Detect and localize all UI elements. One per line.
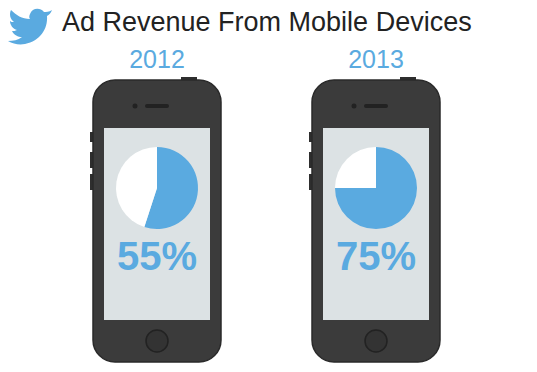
- phone-chart: 2013 75%: [309, 45, 440, 362]
- data-label: 75%: [336, 234, 416, 278]
- data-label: 55%: [117, 234, 197, 278]
- bird-shape: [8, 9, 52, 45]
- phone-speaker: [145, 104, 169, 108]
- phone-body: [93, 80, 221, 362]
- chart-title: 2013: [348, 45, 404, 73]
- phone-camera: [352, 104, 357, 109]
- phone-screen: [104, 128, 210, 320]
- chart-title: 2012: [129, 45, 185, 73]
- phone-body: [312, 80, 440, 362]
- title: Ad Revenue From Mobile Devices: [62, 7, 472, 37]
- pie-slice: [116, 147, 157, 227]
- pie: [116, 147, 198, 229]
- phone-chart: 2012 55%: [90, 45, 221, 362]
- pie-slice: [335, 147, 376, 188]
- phone-home-button: [365, 330, 387, 352]
- chart-svg: Ad Revenue From Mobile Devices201255%201…: [0, 0, 537, 372]
- phone-camera: [133, 104, 138, 109]
- pie: [335, 147, 417, 229]
- pie-slice: [335, 147, 417, 229]
- chart-container: Ad Revenue From Mobile Devices201255%201…: [0, 0, 537, 372]
- phone-speaker: [364, 104, 388, 108]
- phone-screen: [323, 128, 429, 320]
- phone-home-button: [146, 330, 168, 352]
- bird-icon: [8, 9, 52, 45]
